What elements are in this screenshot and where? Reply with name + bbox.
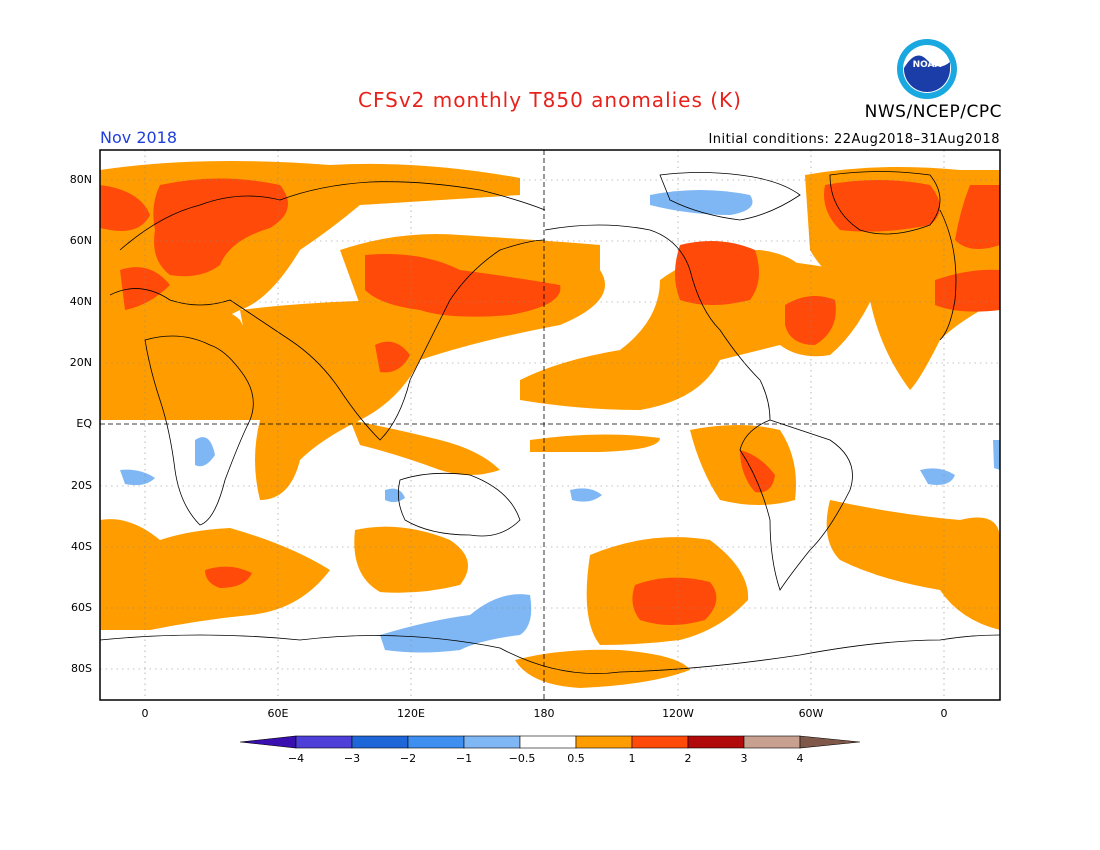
lon-label-0-east: 0 — [940, 707, 948, 720]
colorbar-label: 3 — [740, 752, 748, 765]
lat-label-60n: 60N — [69, 234, 92, 247]
org-label: NWS/NCEP/CPC — [864, 102, 1002, 122]
colorbar-label: −2 — [399, 752, 417, 765]
colorbar-label: 0.5 — [567, 752, 585, 765]
lon-label-0-west: 0 — [141, 707, 149, 720]
colorbar-arrow-right — [799, 735, 861, 749]
logo-text: NOAA — [913, 60, 942, 70]
colorbar-label: 1 — [628, 752, 636, 765]
cool-anomaly-regions — [120, 190, 1000, 653]
map-frame — [99, 149, 1001, 701]
colorbar-label: −3 — [343, 752, 361, 765]
lat-label-eq: EQ — [76, 417, 92, 430]
equator-dateline — [100, 150, 1000, 700]
colorbar-label: 4 — [796, 752, 804, 765]
map-title: CFSv2 monthly T850 anomalies (K) — [358, 88, 742, 112]
colorbar — [239, 735, 861, 749]
colorbar-label: −1 — [455, 752, 473, 765]
colorbar-label: 2 — [684, 752, 692, 765]
coastlines — [100, 171, 1000, 674]
lat-label-20n: 20N — [69, 356, 92, 369]
lon-label-120e: 120E — [397, 707, 425, 720]
noaa-logo-icon: NOAA — [897, 39, 957, 99]
graticule — [100, 150, 1000, 700]
lat-label-80n: 80N — [69, 173, 92, 186]
lat-label-60s: 60S — [71, 601, 92, 614]
lat-label-40n: 40N — [69, 295, 92, 308]
lat-label-40s: 40S — [71, 540, 92, 553]
lon-label-180: 180 — [533, 707, 555, 720]
colorbar-label: −4 — [287, 752, 305, 765]
lon-label-120w: 120W — [662, 707, 694, 720]
lat-label-80s: 80S — [71, 662, 92, 675]
lat-label-20s: 20S — [71, 479, 92, 492]
lon-label-60e: 60E — [267, 707, 289, 720]
lon-label-60w: 60W — [798, 707, 824, 720]
initial-conditions-label: Initial conditions: 22Aug2018–31Aug2018 — [708, 132, 1000, 147]
colorbar-label: −0.5 — [508, 752, 536, 765]
colorbar-arrow-left — [239, 735, 297, 749]
valid-month-label: Nov 2018 — [100, 128, 178, 147]
